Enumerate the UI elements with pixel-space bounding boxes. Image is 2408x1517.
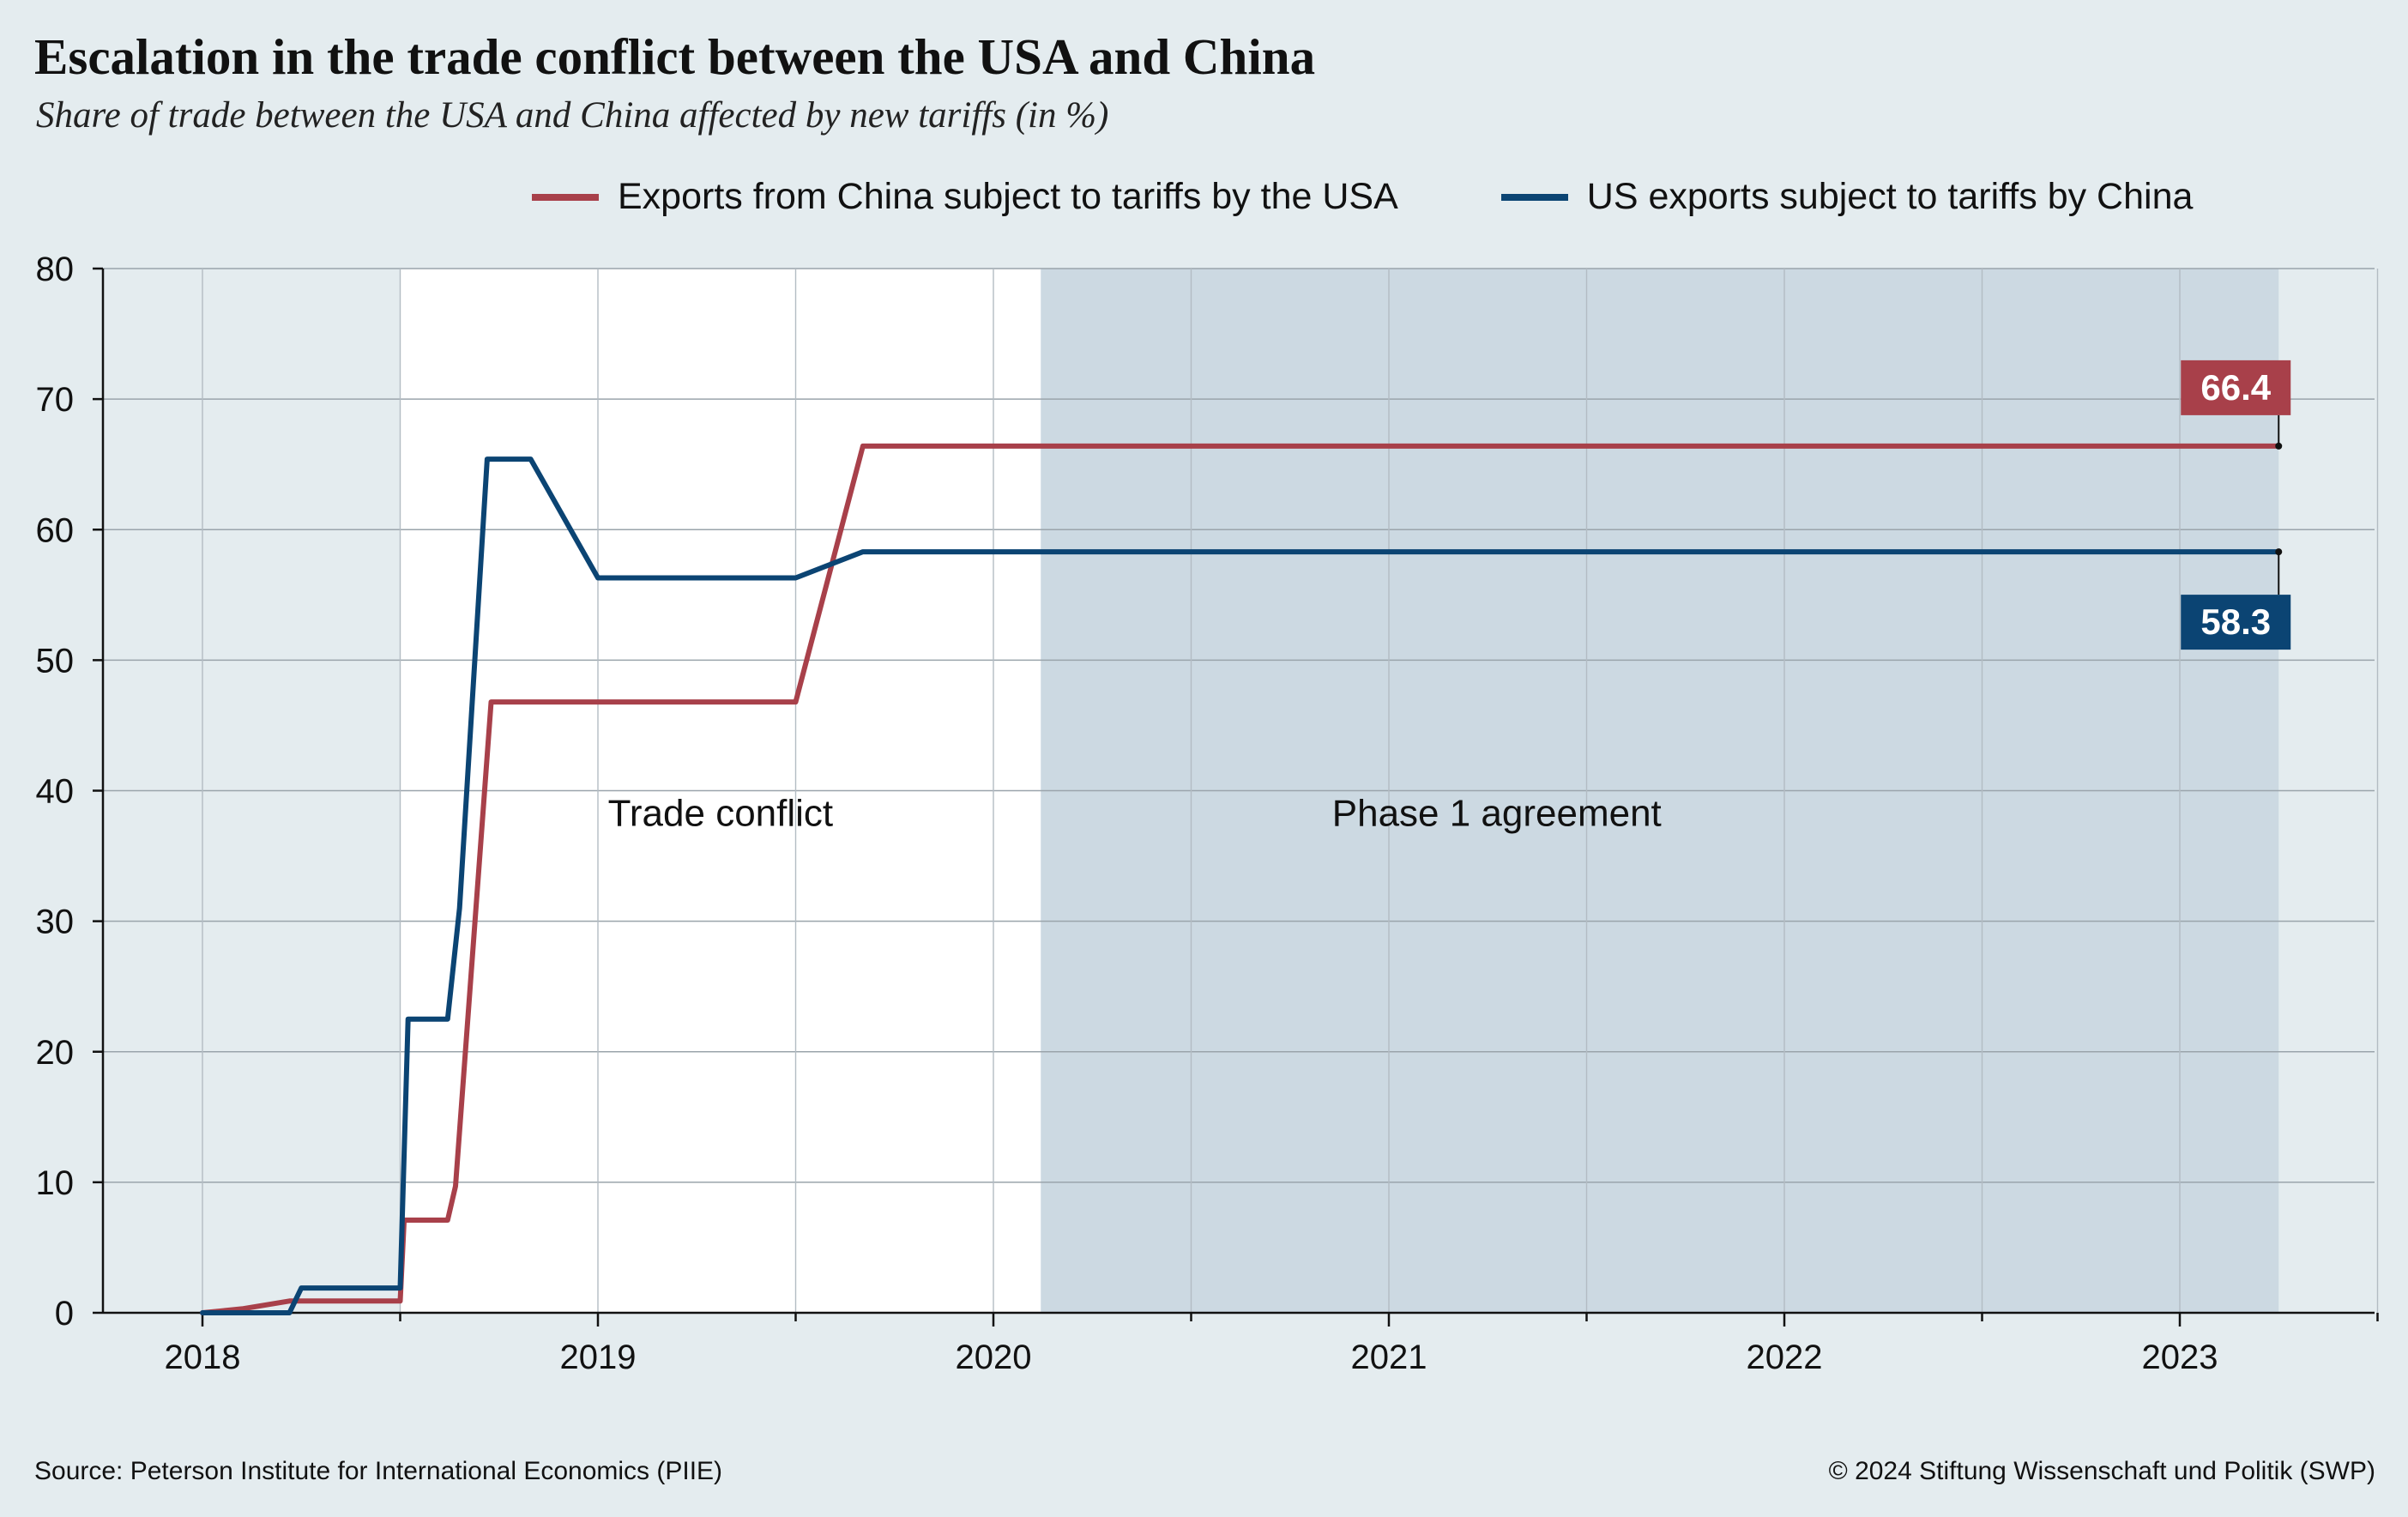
x-tick-label: 2022 bbox=[1747, 1339, 1823, 1376]
x-tick-label: 2021 bbox=[1351, 1339, 1427, 1376]
legend-item-us-exports: US exports subject to tariffs by China bbox=[1500, 176, 2194, 218]
x-tick-label: 2019 bbox=[560, 1339, 637, 1376]
y-tick-label: 40 bbox=[36, 773, 75, 811]
y-tick-label: 80 bbox=[36, 251, 75, 288]
end-label-value: 58.3 bbox=[2200, 601, 2271, 642]
region-label-2: Phase 1 agreement bbox=[1332, 793, 1662, 835]
chart-title: Escalation in the trade conflict between… bbox=[34, 28, 1316, 85]
legend-label-china-exports: Exports from China subject to tariffs by… bbox=[618, 176, 1398, 217]
end-label-value: 66.4 bbox=[2200, 367, 2271, 408]
y-tick-label: 0 bbox=[55, 1295, 74, 1333]
x-tick-label: 2023 bbox=[2142, 1339, 2218, 1376]
series-line-1 bbox=[200, 443, 2282, 1315]
legend-label-us-exports: US exports subject to tariffs by China bbox=[1586, 176, 2194, 217]
legend-swatch-us-exports bbox=[1500, 193, 1568, 201]
chart-legend: Exports from China subject to tariffs by… bbox=[532, 176, 2193, 218]
y-tick-label: 10 bbox=[36, 1164, 75, 1202]
x-tick-label: 2018 bbox=[165, 1339, 241, 1376]
end-label-box bbox=[2181, 360, 2291, 415]
x-tick-label: 2020 bbox=[956, 1339, 1032, 1376]
y-tick-label: 20 bbox=[36, 1034, 75, 1072]
y-tick-label: 70 bbox=[36, 381, 75, 419]
y-tick-label: 50 bbox=[36, 642, 75, 680]
y-tick-label: 60 bbox=[36, 511, 75, 549]
series-line-2 bbox=[200, 456, 2282, 1315]
chart-subtitle: Share of trade between the USA and China… bbox=[36, 95, 1109, 136]
end-label-box bbox=[2181, 595, 2291, 650]
region-label-1: Trade conflict bbox=[608, 793, 833, 835]
end-point-marker bbox=[2275, 548, 2283, 556]
y-tick-label: 30 bbox=[36, 904, 75, 941]
legend-item-china-exports: Exports from China subject to tariffs by… bbox=[532, 176, 1398, 218]
legend-swatch-china-exports bbox=[532, 193, 599, 201]
end-point-marker bbox=[2275, 442, 2283, 450]
copyright-note: © 2024 Stiftung Wissenschaft und Politik… bbox=[1828, 1457, 2375, 1485]
source-note: Source: Peterson Institute for Internati… bbox=[34, 1457, 723, 1485]
